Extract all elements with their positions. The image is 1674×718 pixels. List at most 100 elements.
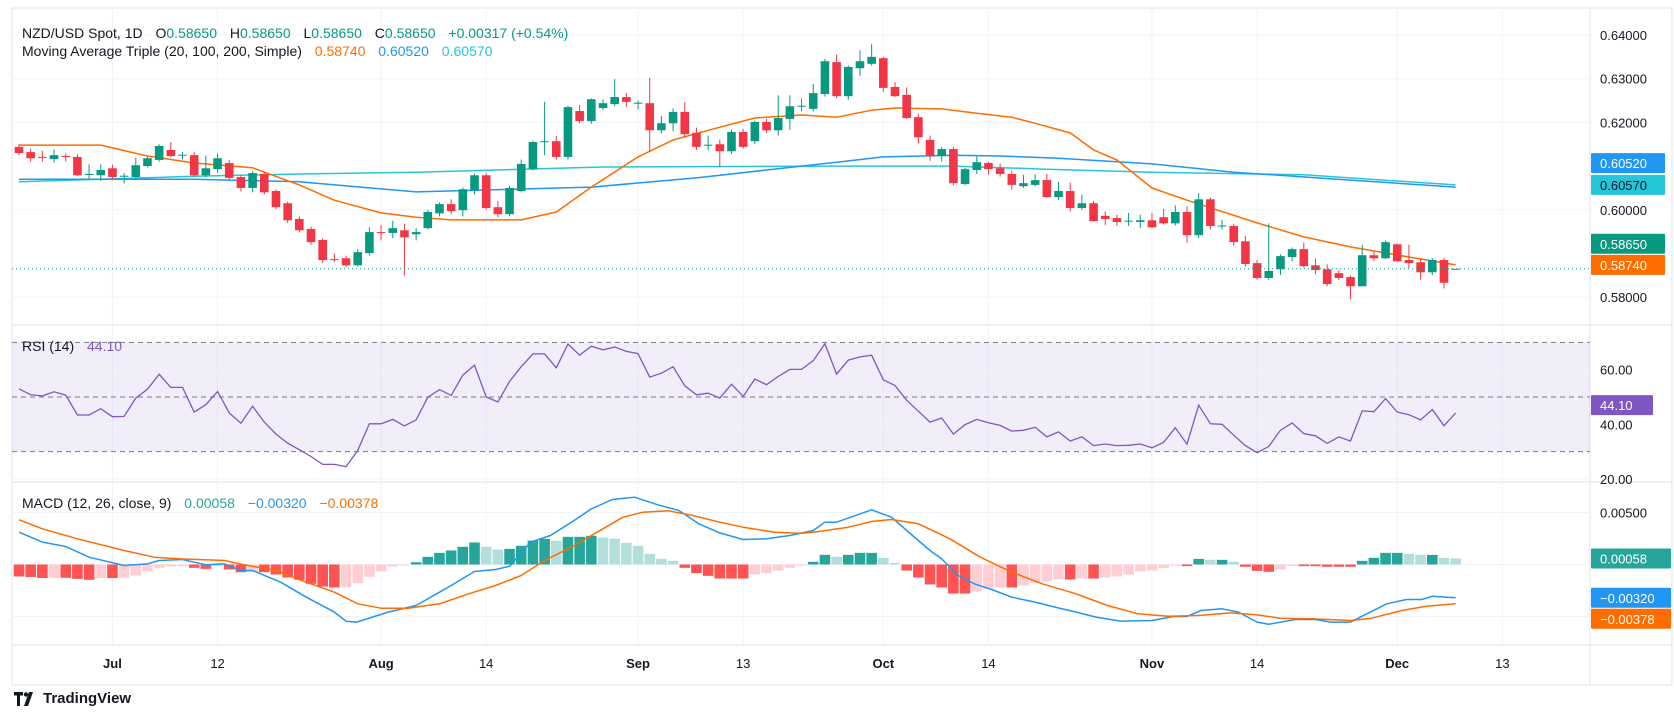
candle-body bbox=[551, 141, 561, 157]
candle bbox=[376, 225, 386, 241]
ma200-value: 0.60570 bbox=[441, 43, 493, 59]
macd-histogram-bar bbox=[247, 564, 258, 572]
candle bbox=[458, 187, 468, 217]
price-label: 0.58740 bbox=[1591, 254, 1665, 275]
rsi-line bbox=[18, 342, 1457, 468]
candle bbox=[61, 153, 71, 162]
tradingview-logo[interactable]: TradingView bbox=[14, 690, 131, 707]
candle bbox=[1287, 247, 1297, 262]
macd-histogram-bar bbox=[1345, 564, 1356, 567]
candle bbox=[295, 216, 304, 233]
candle bbox=[1346, 275, 1355, 300]
macd-value-label-text: −0.00320 bbox=[1600, 591, 1655, 606]
candle bbox=[481, 173, 491, 210]
candle-body bbox=[61, 156, 71, 158]
price-label-text: 0.60520 bbox=[1600, 156, 1647, 171]
candle-body bbox=[692, 132, 701, 147]
macd-histogram-bar bbox=[72, 564, 83, 579]
candle-body bbox=[516, 163, 526, 192]
candle bbox=[1264, 223, 1274, 280]
candle bbox=[1416, 259, 1425, 280]
macd-histogram-bar bbox=[37, 564, 48, 579]
ma20-value: 0.58740 bbox=[314, 43, 366, 59]
candle bbox=[1299, 242, 1309, 268]
candle-body bbox=[972, 162, 982, 171]
x-tick-label: 13 bbox=[736, 656, 750, 671]
macd-histogram-bar bbox=[586, 535, 597, 565]
macd-histogram-bar bbox=[819, 554, 831, 565]
candle bbox=[131, 157, 141, 179]
candle-body bbox=[563, 107, 573, 157]
tradingview-logo-icon bbox=[14, 691, 33, 706]
x-tick-label: 12 bbox=[210, 656, 224, 671]
candle bbox=[1112, 214, 1122, 226]
tradingview-brand: TradingView bbox=[43, 690, 132, 707]
candle bbox=[785, 95, 795, 130]
price-tick-label: 0.60000 bbox=[1600, 203, 1647, 218]
candle bbox=[189, 151, 199, 177]
candle-body bbox=[131, 165, 141, 178]
macd-histogram-bar bbox=[866, 552, 877, 565]
price-label: 0.60520 bbox=[1591, 153, 1665, 174]
price-label-bg bbox=[1591, 174, 1665, 195]
candle-body bbox=[657, 123, 666, 131]
macd-histogram-bar bbox=[609, 538, 620, 565]
candle-body bbox=[1159, 217, 1168, 224]
candle bbox=[1381, 240, 1390, 260]
candle-body bbox=[622, 97, 631, 102]
macd-histogram-bar bbox=[948, 564, 959, 594]
candle-body bbox=[481, 175, 491, 209]
macd-histogram-bar bbox=[95, 564, 107, 579]
macd-histogram-bar bbox=[1321, 564, 1333, 567]
macd-histogram-bar bbox=[1029, 564, 1041, 583]
ma100-line bbox=[19, 154, 1456, 193]
candle bbox=[1276, 254, 1285, 275]
macd-histogram-bar bbox=[212, 564, 223, 567]
x-tick-label: 14 bbox=[1250, 656, 1264, 671]
candle-body bbox=[1147, 220, 1157, 228]
rsi-legend[interactable]: RSI (14) 44.10 bbox=[22, 337, 122, 355]
macd-histogram-bar bbox=[1088, 564, 1099, 579]
candle-body bbox=[224, 163, 234, 178]
macd-histogram-bar bbox=[831, 556, 842, 565]
macd-histogram-bar bbox=[971, 564, 983, 592]
candle-body bbox=[1241, 241, 1250, 264]
candle-body bbox=[14, 146, 24, 153]
candle bbox=[528, 140, 538, 171]
candle-body bbox=[38, 156, 47, 158]
price-tick-label: 0.63000 bbox=[1600, 72, 1647, 87]
macd-histogram-bar bbox=[1134, 564, 1146, 572]
candle-body bbox=[154, 145, 164, 160]
candle-body bbox=[727, 132, 736, 152]
candle bbox=[808, 83, 818, 112]
ma-legend[interactable]: Moving Average Triple (20, 100, 200, Sim… bbox=[22, 42, 492, 60]
candle bbox=[972, 156, 982, 174]
candle bbox=[1427, 257, 1437, 275]
candle-body bbox=[1334, 273, 1344, 278]
macd-histogram-bar bbox=[1438, 557, 1450, 565]
candle bbox=[73, 154, 82, 177]
macd-histogram-bar bbox=[691, 564, 702, 574]
candle-body bbox=[1100, 215, 1110, 219]
candle bbox=[1054, 181, 1063, 201]
candle bbox=[1147, 212, 1157, 229]
macd-histogram-bar bbox=[1240, 564, 1251, 567]
candle bbox=[540, 101, 549, 156]
candle bbox=[353, 249, 363, 267]
candle bbox=[1357, 244, 1367, 287]
macd-histogram-bar bbox=[1064, 564, 1076, 580]
candle bbox=[213, 153, 222, 173]
candle bbox=[551, 135, 561, 160]
candle bbox=[610, 79, 619, 107]
macd-histogram-bar bbox=[913, 564, 924, 578]
candle bbox=[224, 159, 234, 181]
macd-legend[interactable]: MACD (12, 26, close, 9) 0.00058 −0.00320… bbox=[22, 494, 378, 512]
ma20-line bbox=[19, 107, 1456, 266]
macd-histogram-bar bbox=[13, 564, 25, 577]
macd-histogram-bar bbox=[223, 564, 235, 570]
candle-body bbox=[645, 103, 655, 131]
macd-histogram-bar bbox=[1076, 564, 1088, 579]
candle bbox=[937, 146, 947, 162]
candle bbox=[1194, 193, 1203, 239]
